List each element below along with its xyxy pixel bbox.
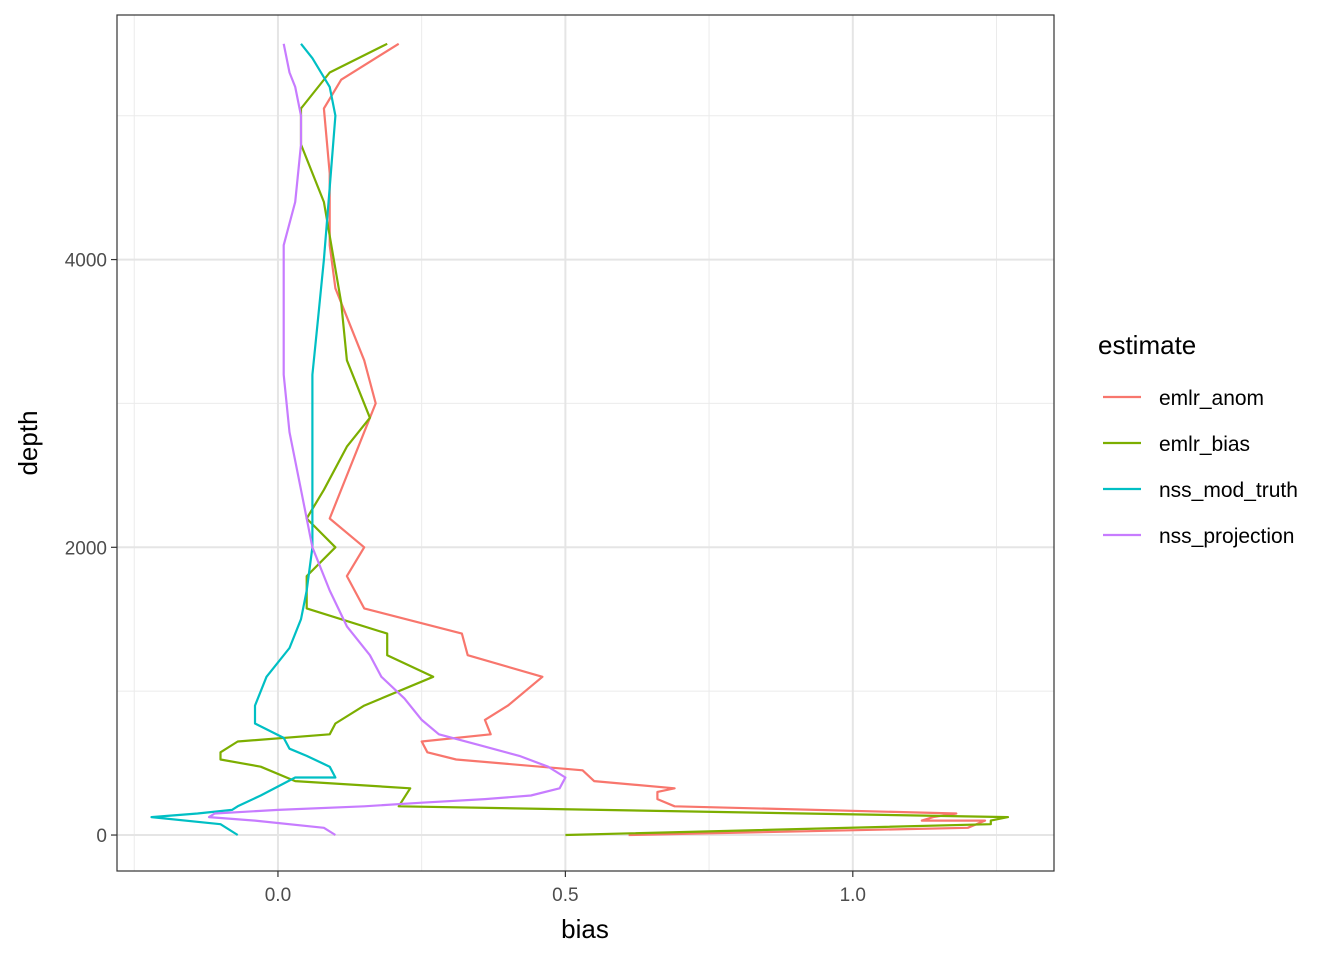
y-axis-title: depth [13, 410, 43, 475]
legend-label-nss-projection: nss_projection [1159, 525, 1294, 548]
x-axis-title: bias [561, 914, 609, 944]
x-tick-label: 1.0 [840, 885, 866, 906]
series-line-nss-mod-truth [150, 43, 337, 836]
panel-background [117, 15, 1054, 871]
x-tick-label: 0.0 [265, 885, 291, 906]
legend-label-emlr-anom: emlr_anom [1159, 387, 1264, 410]
grid-lines [117, 15, 1054, 871]
x-tick-label: 0.5 [552, 885, 578, 906]
panel-border [116, 14, 1055, 872]
y-tick-label: 4000 [65, 251, 107, 272]
x-axis: 0.0 0.5 1.0 [265, 871, 866, 906]
series-layer [150, 42, 1010, 837]
legend-label-nss-mod-truth: nss_mod_truth [1159, 479, 1298, 502]
series-line-emlr-anom [322, 42, 987, 837]
y-axis: 0 2000 4000 [65, 251, 117, 847]
legend: estimate emlr_anom emlr_bias nss_mod_truth… [1098, 330, 1298, 548]
y-tick-label: 2000 [65, 538, 107, 559]
series-line-nss-projection [207, 43, 567, 836]
series-line-emlr-bias [219, 42, 1010, 837]
legend-title: estimate [1098, 330, 1196, 360]
legend-label-emlr-bias: emlr_bias [1159, 433, 1250, 456]
y-tick-label: 0 [96, 826, 107, 847]
